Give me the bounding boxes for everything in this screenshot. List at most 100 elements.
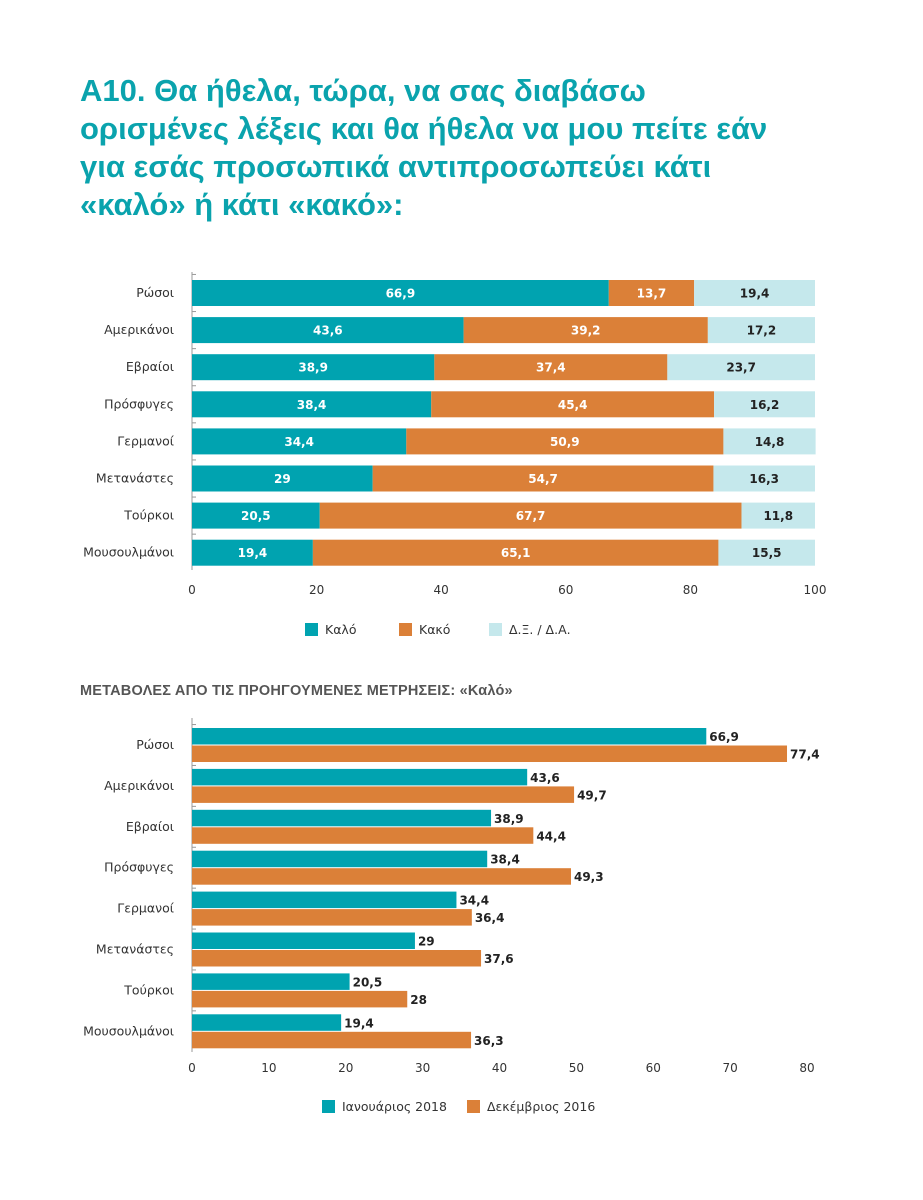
data-label: 65,1 [501,546,531,560]
bar [192,909,472,926]
data-label: 37,4 [536,361,566,375]
data-label: 38,4 [490,853,520,867]
bar-segment [372,465,714,492]
bar-segment [192,428,407,455]
legend-label: Κακό [419,622,450,637]
bar-segment [463,317,708,344]
category-label: Πρόσφυγες [104,396,174,411]
bar-segment [723,428,816,455]
data-label: 49,7 [577,788,607,802]
category-label: Ρώσοι [136,737,174,752]
bar [192,768,528,786]
data-label: 29 [418,935,435,949]
x-tick-label: 30 [415,1061,430,1075]
data-label: 19,4 [344,1016,374,1030]
data-label: 38,4 [297,398,327,412]
bar-segment [192,317,464,344]
bar-segment [434,354,668,381]
bar-segment [192,502,320,529]
data-label: 50,9 [550,435,580,449]
data-label: 38,9 [298,361,328,375]
x-tick-label: 70 [722,1061,737,1075]
data-label: 23,7 [726,361,756,375]
bar [192,745,788,762]
bar-segment [707,317,815,344]
category-label: Μετανάστες [96,942,174,957]
legend-swatch [399,623,412,636]
category-label: Γερμανοί [117,901,174,916]
bar [192,728,707,745]
bar [192,827,534,844]
data-label: 43,6 [313,324,343,338]
bar [192,809,492,827]
x-tick-label: 40 [492,1061,507,1075]
data-label: 20,5 [353,975,383,989]
bar-segment [431,391,715,418]
legend-label: Δ.Ξ. / Δ.Α. [509,622,571,637]
chart2-title: ΜΕΤΑΒΟΛΕΣ ΑΠΟ ΤΙΣ ΠΡΟΗΓΟΥΜΕΝΕΣ ΜΕΤΡΗΣΕΙΣ… [80,683,513,699]
category-label: Γερμανοί [117,433,174,448]
data-label: 36,4 [475,911,505,925]
data-label: 34,4 [284,435,314,449]
data-label: 28 [410,993,427,1007]
bar-segment [192,354,435,381]
bar-segment [192,465,373,492]
x-tick-label: 60 [646,1061,661,1075]
bar-segment [406,428,724,455]
data-label: 37,6 [484,952,514,966]
x-tick-label: 80 [799,1061,814,1075]
legend-swatch [322,1100,335,1113]
data-label: 19,4 [238,546,268,560]
data-label: 15,5 [752,546,782,560]
legend-swatch [489,623,502,636]
x-tick-label: 20 [338,1061,353,1075]
data-label: 77,4 [790,748,820,762]
data-label: 11,8 [763,509,793,523]
category-label: Αμερικάνοι [104,778,174,793]
x-tick-label: 20 [309,583,324,597]
bar [192,891,457,909]
bar-segment [714,391,815,418]
bar [192,932,415,949]
data-label: 67,7 [516,509,546,523]
bar-segment [718,539,815,566]
category-label: Τούρκοι [123,982,174,997]
bar [192,786,575,803]
bar-segment [319,502,742,529]
x-tick-label: 50 [569,1061,584,1075]
bar [192,1014,342,1031]
data-label: 19,4 [740,287,770,301]
data-label: 36,3 [474,1034,504,1048]
data-label: 45,4 [558,398,588,412]
x-tick-label: 40 [434,583,449,597]
data-label: 16,2 [750,398,780,412]
bar-segment [192,391,432,418]
legend-label: Ιανουάριος 2018 [342,1099,447,1114]
bar [192,990,408,1008]
data-label: 38,9 [494,812,524,826]
bar-segment [667,354,815,381]
bar [192,950,482,967]
chart-title: A10. Θα ήθελα, τώρα, να σας διαβάσω ορισ… [80,73,768,222]
bar [192,973,350,990]
x-tick-label: 80 [683,583,698,597]
data-label: 44,4 [536,829,566,843]
bar-segment [713,465,815,492]
data-label: 34,4 [459,894,489,908]
bar-segment [312,539,719,566]
category-label: Πρόσφυγες [104,860,174,875]
legend-label: Καλό [325,622,356,637]
bar [192,1031,472,1049]
bar [192,868,571,885]
data-label: 43,6 [530,771,560,785]
category-label: Τούρκοι [123,508,174,523]
data-label: 20,5 [241,509,271,523]
legend-swatch [467,1100,480,1113]
data-label: 29 [274,472,291,486]
legend-swatch [305,623,318,636]
category-label: Εβραίοι [126,819,174,834]
bar-segment [192,539,313,566]
data-label: 66,9 [709,730,739,744]
x-tick-label: 100 [804,583,827,597]
